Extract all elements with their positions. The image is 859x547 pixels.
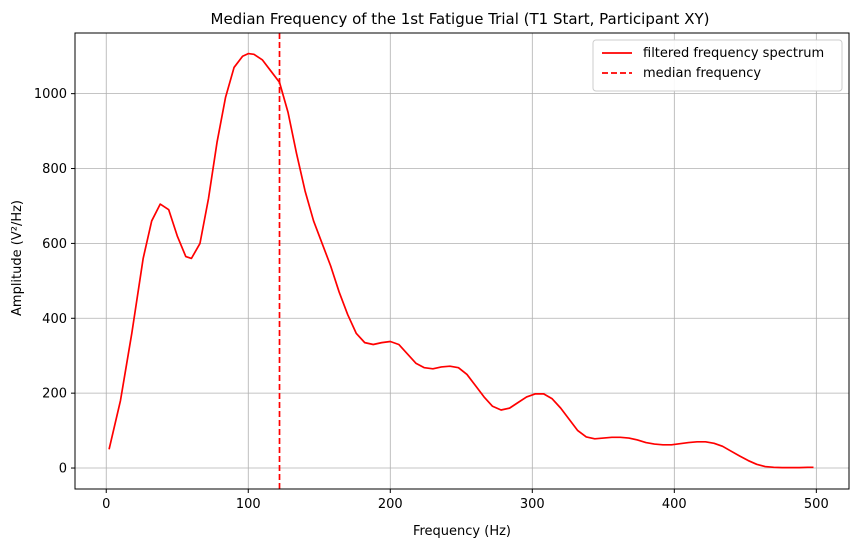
x-tick-label: 0 — [102, 497, 110, 512]
y-tick-label: 600 — [42, 237, 67, 252]
legend-label-filtered-spectrum: filtered frequency spectrum — [643, 46, 824, 61]
chart-title: Median Frequency of the 1st Fatigue Tria… — [211, 10, 710, 28]
x-tick-label: 400 — [662, 497, 687, 512]
x-tick-label: 200 — [378, 497, 403, 512]
legend: filtered frequency spectrum median frequ… — [592, 39, 843, 92]
ticks: 0 100 200 300 400 500 0 200 400 600 800 1000 — [34, 87, 829, 512]
y-axis-label: Amplitude (V²/Hz) — [10, 200, 25, 316]
x-tick-label: 100 — [236, 497, 261, 512]
plot-frame — [74, 32, 850, 490]
filtered-spectrum-line — [108, 52, 814, 469]
x-tick-label: 500 — [804, 497, 829, 512]
y-tick-label: 400 — [42, 312, 67, 327]
y-tick-label: 0 — [59, 462, 67, 477]
legend-label-median-frequency: median frequency — [643, 66, 761, 81]
x-axis-label: Frequency (Hz) — [413, 524, 511, 539]
x-tick-label: 300 — [520, 497, 545, 512]
y-tick-label: 1000 — [34, 87, 67, 102]
plot-series — [108, 33, 814, 489]
plot-grid — [75, 33, 849, 489]
y-tick-label: 200 — [42, 387, 67, 402]
legend-box — [592, 39, 843, 92]
y-tick-label: 800 — [42, 162, 67, 177]
